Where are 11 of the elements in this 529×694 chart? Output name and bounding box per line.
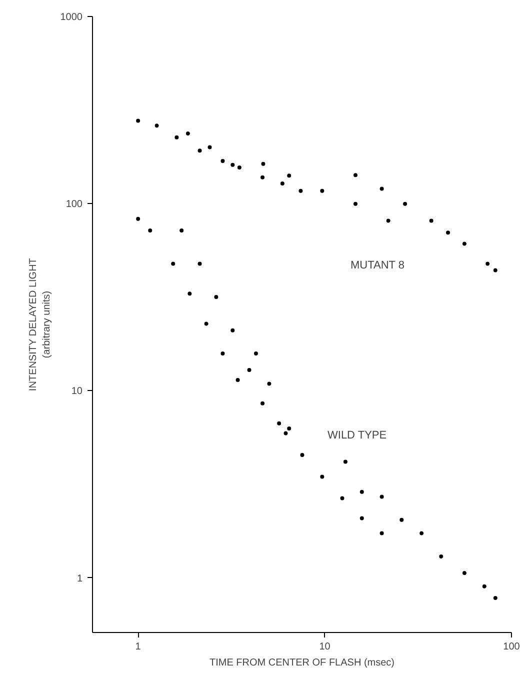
y-tick-label: 1 [76,573,83,584]
y-tick-label: 10 [71,386,83,398]
x-tick-label: 100 [503,642,520,652]
y-tick-label: 1000 [60,12,83,23]
x-axis-title: TIME FROM CENTER OF FLASH (msec) [210,658,394,668]
x-tick-label: 1 [135,642,142,652]
annotation: MUTANT 8 [350,260,404,272]
y-axis-title: INTENSITY DELAYED LIGHT (arbitrary units) [28,258,52,392]
x-tick-label: 10 [319,642,331,652]
annotation: WILD TYPE [328,430,387,442]
y-tick-label: 100 [66,199,83,210]
